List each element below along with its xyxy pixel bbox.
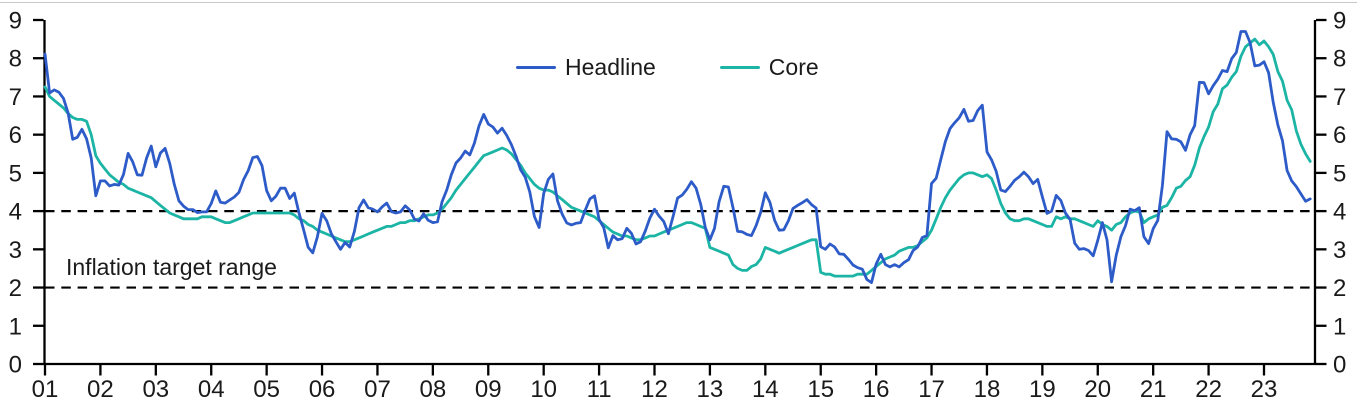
legend-item-core: Core [719,54,819,80]
y-tick-label-right-5: 5 [1333,160,1346,187]
y-tick-label-left-9: 9 [9,8,22,35]
y-tick-label-right-3: 3 [1333,237,1346,264]
x-tick-label-04: 04 [198,376,225,403]
x-tick-label-21: 21 [1140,376,1167,403]
y-tick-label-left-8: 8 [9,46,22,73]
core-line-swatch [719,66,760,70]
x-tick-label-11: 11 [587,376,612,403]
y-tick-label-right-1: 1 [1333,313,1346,340]
x-tick-label-20: 20 [1084,376,1111,403]
x-tick-label-16: 16 [863,376,890,403]
x-tick-label-22: 22 [1195,376,1222,403]
x-tick-label-05: 05 [253,376,280,403]
y-tick-label-left-0: 0 [9,352,22,379]
x-tick-label-23: 23 [1251,376,1278,403]
x-tick-label-09: 09 [475,376,502,403]
core-series-line [43,37,1312,278]
y-tick-label-left-5: 5 [9,160,22,187]
x-tick-label-01: 01 [32,376,59,403]
x-tick-label-17: 17 [918,376,945,403]
legend-label-core: Core [768,54,819,80]
y-tick-label-left-3: 3 [9,237,22,264]
headline-series-line [43,30,1312,285]
chart-legend: Headline Core [516,54,819,80]
x-tick-label-08: 08 [420,376,447,403]
x-tick-label-03: 03 [142,376,169,403]
x-tick-label-07: 07 [364,376,391,403]
x-tick-label-02: 02 [87,376,114,403]
legend-item-headline: Headline [516,54,656,80]
x-tick-label-13: 13 [697,376,724,403]
y-tick-label-right-6: 6 [1333,122,1346,149]
y-tick-label-left-4: 4 [9,199,22,226]
y-tick-label-left-1: 1 [9,313,22,340]
headline-line-swatch [516,66,556,70]
x-tick-label-18: 18 [974,376,1001,403]
x-tick-label-14: 14 [752,376,779,403]
x-tick-label-06: 06 [309,376,336,403]
legend-label-headline: Headline [565,54,656,80]
y-tick-label-right-4: 4 [1333,199,1346,226]
top-divider-line [0,2,1357,3]
x-tick-label-15: 15 [807,376,834,403]
inflation-target-range-label: Inflation target range [66,254,277,280]
x-tick-label-10: 10 [530,376,557,403]
x-tick-label-12: 12 [641,376,668,403]
x-tick-label-19: 19 [1029,376,1056,403]
y-tick-label-right-0: 0 [1333,352,1346,379]
y-tick-label-right-2: 2 [1333,275,1346,302]
y-tick-label-left-6: 6 [9,122,22,149]
y-tick-label-right-8: 8 [1333,46,1346,73]
y-tick-label-left-7: 7 [9,84,22,111]
y-tick-label-right-7: 7 [1333,84,1346,111]
y-tick-label-left-2: 2 [9,275,22,302]
y-tick-label-right-9: 9 [1333,8,1346,35]
